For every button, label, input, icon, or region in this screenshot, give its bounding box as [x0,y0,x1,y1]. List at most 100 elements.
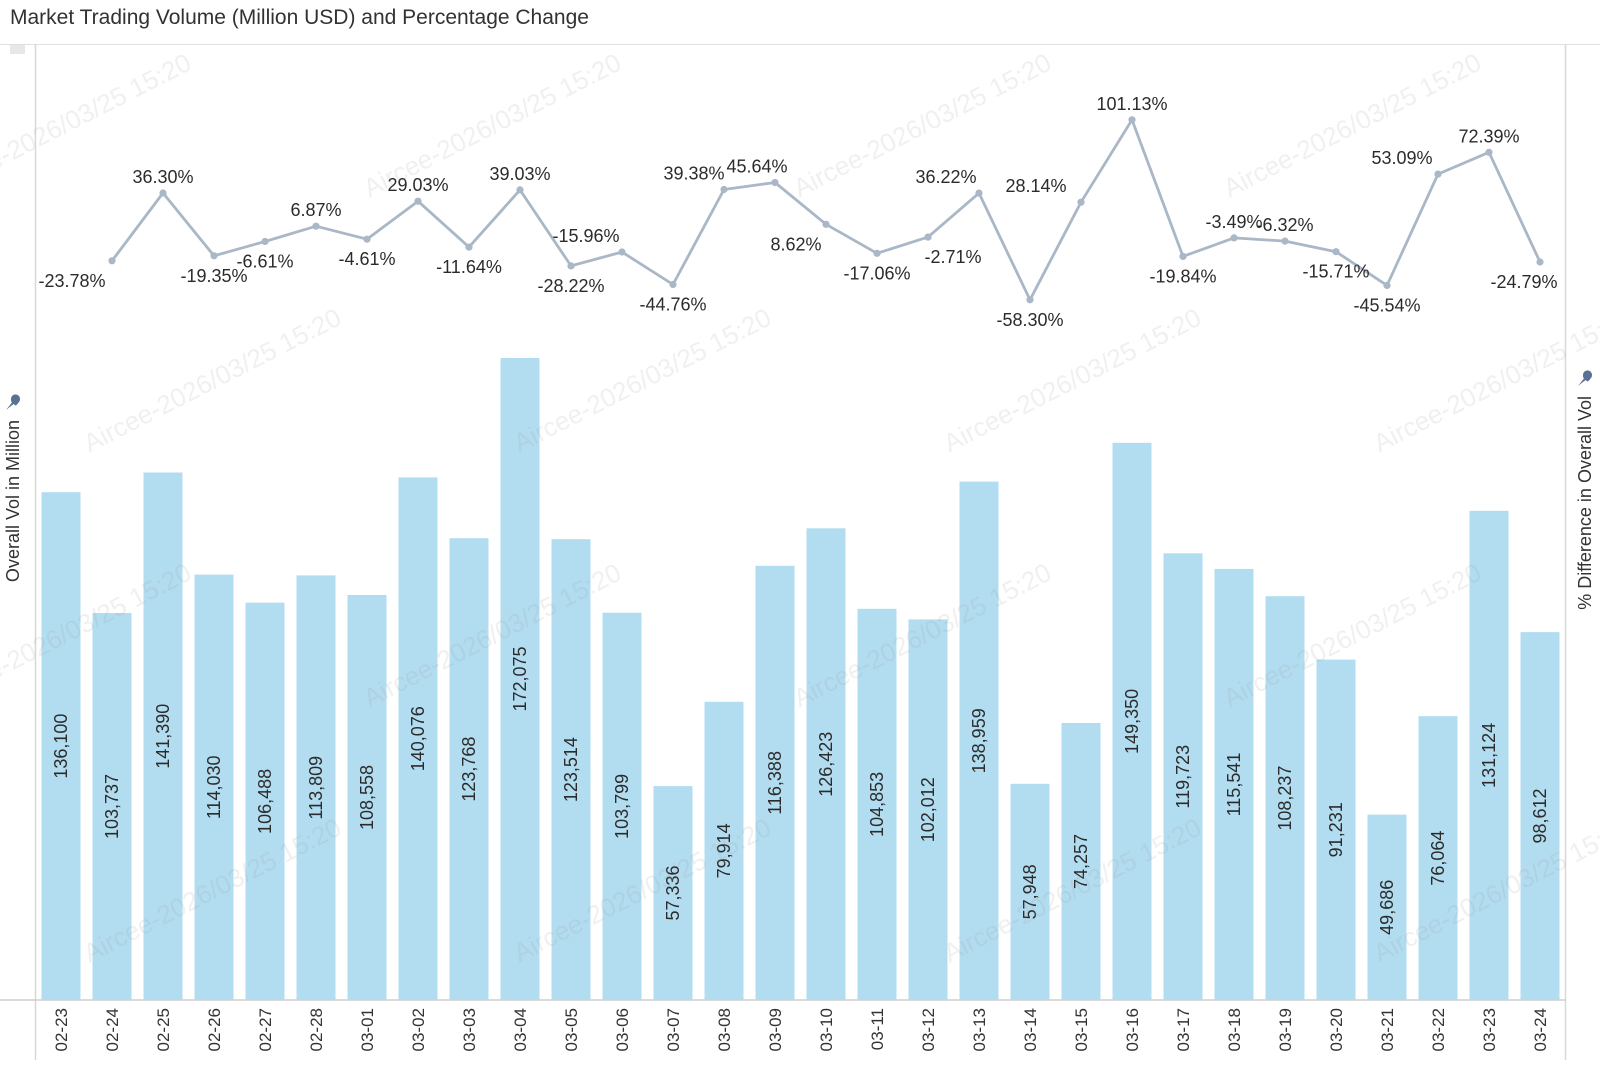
line-point[interactable] [924,233,932,241]
percent-label: 39.03% [489,164,550,184]
right-axis-pin-icon[interactable] [1574,368,1596,390]
x-tick-label[interactable]: 03-07 [664,1008,683,1051]
bar[interactable] [1010,783,1050,1000]
bar[interactable] [245,602,285,1000]
x-tick-label[interactable]: 03-19 [1276,1008,1295,1051]
bar[interactable] [1316,659,1356,1000]
x-tick-label[interactable]: 03-08 [715,1008,734,1051]
bar[interactable] [143,472,183,1001]
bar[interactable] [908,619,948,1000]
bar-value-label: 123,768 [459,737,479,802]
left-axis-pin-icon[interactable] [2,392,24,414]
line-point[interactable] [1536,258,1544,266]
bar[interactable] [806,528,846,1000]
bar-value-label: 114,030 [204,755,224,819]
bar[interactable] [92,613,132,1000]
bar-value-label: 98,612 [1530,788,1550,843]
bar[interactable] [1112,442,1152,1000]
x-tick-label[interactable]: 03-22 [1429,1008,1448,1051]
bar[interactable] [347,595,387,1000]
bar[interactable] [1214,568,1254,1000]
bar[interactable] [41,492,81,1000]
line-point[interactable] [414,197,422,205]
line-point[interactable] [567,262,575,270]
bar-value-label: 79,914 [714,823,734,878]
x-tick-label[interactable]: 03-06 [613,1008,632,1051]
line-point[interactable] [771,178,779,187]
line-point[interactable] [1281,237,1289,245]
bar[interactable] [857,608,897,1000]
line-point[interactable] [975,189,983,197]
line-point[interactable] [1485,148,1493,156]
line-point[interactable] [108,257,116,265]
x-tick-label[interactable]: 03-04 [511,1008,530,1051]
x-tick-label[interactable]: 03-21 [1378,1008,1397,1051]
bar[interactable] [755,565,795,1000]
line-point[interactable] [363,235,371,243]
x-tick-label[interactable]: 03-14 [1021,1008,1040,1051]
x-tick-label[interactable]: 03-17 [1174,1008,1193,1051]
bar[interactable] [1061,723,1101,1000]
x-tick-label[interactable]: 03-11 [868,1008,887,1050]
x-tick-label[interactable]: 03-24 [1531,1008,1550,1051]
line-point[interactable] [516,186,524,194]
x-tick-label[interactable]: 03-01 [358,1008,377,1051]
line-point[interactable] [312,222,320,230]
bar[interactable] [704,701,744,1000]
line-point[interactable] [1128,116,1136,124]
bar[interactable] [398,477,438,1000]
bar[interactable] [194,574,234,1000]
line-point[interactable] [1383,281,1391,289]
bar[interactable] [296,575,336,1000]
bar[interactable] [1469,510,1509,1000]
bar[interactable] [449,538,489,1000]
line-point[interactable] [1077,198,1085,206]
bar[interactable] [1367,814,1407,1000]
percent-label: -58.30% [996,310,1063,330]
line-point[interactable] [465,243,473,251]
line-point[interactable] [1332,248,1340,256]
percent-label: 72.39% [1458,126,1519,146]
line-point[interactable] [159,189,167,197]
bar[interactable] [653,786,693,1000]
x-tick-label[interactable]: 03-20 [1327,1008,1346,1051]
line-point[interactable] [1026,296,1034,304]
bar[interactable] [1163,553,1203,1000]
percent-label: 101.13% [1096,94,1167,114]
bar[interactable] [1265,596,1305,1000]
bar[interactable] [1520,632,1560,1000]
bar[interactable] [602,612,642,1000]
x-tick-label[interactable]: 03-05 [562,1008,581,1051]
line-point[interactable] [1230,234,1238,242]
x-tick-label[interactable]: 03-12 [919,1008,938,1051]
line-point[interactable] [873,249,881,257]
x-tick-label[interactable]: 03-09 [766,1008,785,1051]
line-point[interactable] [822,220,830,228]
x-tick-label[interactable]: 03-02 [409,1008,428,1051]
bar[interactable] [959,481,999,1001]
line-point[interactable] [210,252,218,260]
line-point[interactable] [1179,252,1187,260]
x-tick-label[interactable]: 03-16 [1123,1008,1142,1051]
bar[interactable] [500,358,540,1000]
x-tick-label[interactable]: 02-28 [307,1008,326,1051]
line-point[interactable] [618,248,626,256]
x-tick-label[interactable]: 03-13 [970,1008,989,1051]
x-tick-label[interactable]: 02-27 [256,1008,275,1051]
line-point[interactable] [261,237,269,246]
x-tick-label[interactable]: 02-25 [154,1008,173,1051]
bar[interactable] [551,539,591,1000]
x-tick-label[interactable]: 03-15 [1072,1008,1091,1051]
bar[interactable] [1418,716,1458,1000]
x-tick-label[interactable]: 03-10 [817,1008,836,1051]
x-tick-label[interactable]: 02-26 [205,1008,224,1051]
x-tick-label[interactable]: 03-23 [1480,1008,1499,1051]
line-point[interactable] [669,280,677,289]
x-tick-label[interactable]: 03-03 [460,1008,479,1051]
x-tick-label[interactable]: 02-24 [103,1008,122,1051]
line-point[interactable] [720,185,728,194]
x-tick-label[interactable]: 02-23 [52,1008,71,1051]
line-point[interactable] [1434,170,1442,178]
x-tick-label[interactable]: 03-18 [1225,1008,1244,1051]
